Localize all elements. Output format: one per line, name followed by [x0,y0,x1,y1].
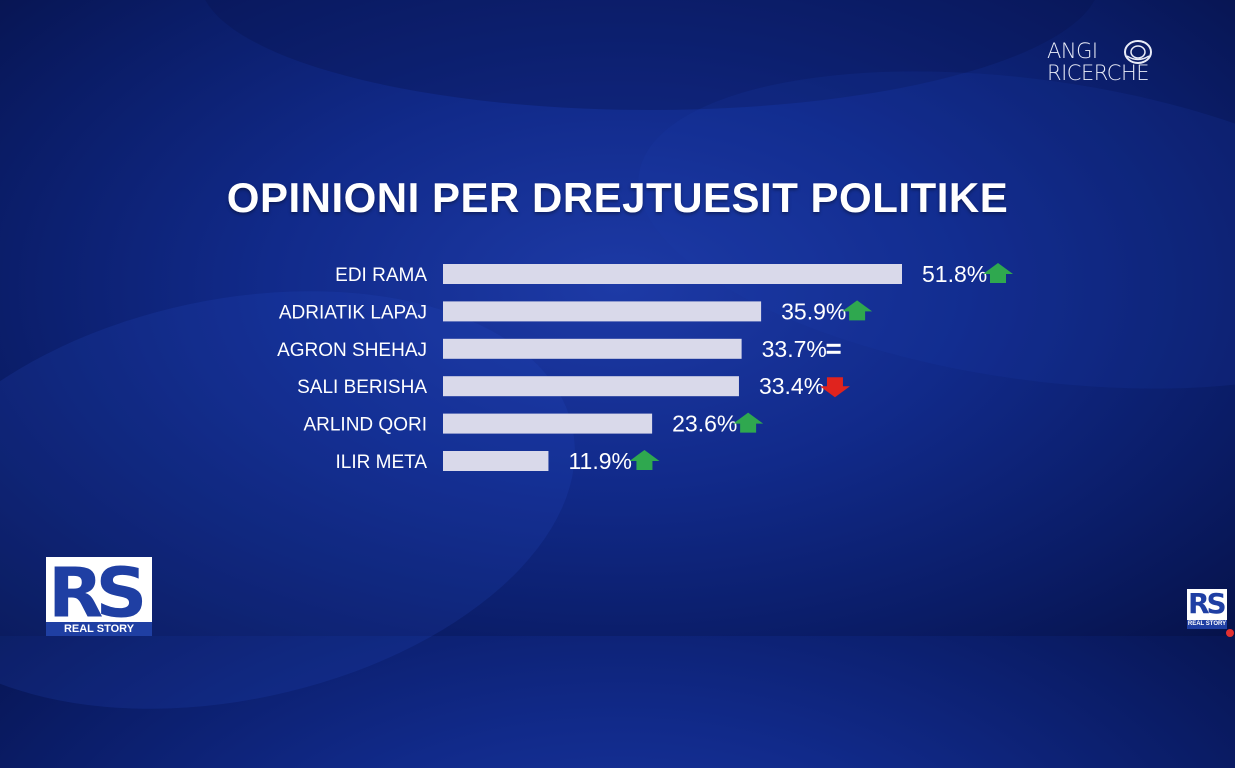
value-label: 33.4% [759,373,824,399]
category-label: ADRIATIK LAPAJ [279,302,427,323]
category-label: ILIR META [336,452,428,473]
bar [443,264,902,284]
small-logo-letters: RS [1188,587,1227,620]
small-logo-tag: REAL STORY [1187,620,1227,629]
real-story-logo: RS REAL STORY [46,557,152,636]
bar-chart: EDI RAMA 51.8% ADRIATIK LAPAJ 35.9% AGRON SH… [277,261,1013,474]
category-label: EDI RAMA [335,265,427,286]
bar [443,413,653,434]
record-indicator [1226,629,1234,637]
trend-up-icon [842,300,873,321]
value-label: 23.6% [672,411,737,437]
bar [443,301,762,322]
trend-down-icon [819,377,850,398]
logo-letters: RS [48,557,147,633]
bar [443,338,742,359]
category-label: SALI BERISHA [297,377,427,398]
value-label: 11.9% [568,448,632,474]
trend-up-icon [629,450,660,470]
globe-icon [1124,40,1153,64]
value-label: 35.9% [781,298,846,324]
trend-up-icon [733,412,764,433]
brand-line1: ANGI [1047,39,1098,63]
chart-title: OPINIONI PER DREJTUESIT POLITIKE [226,174,1009,221]
category-label: ARLIND QORI [303,415,427,436]
brand-line2: RICERCHE [1047,61,1149,85]
trend-equal-icon [826,343,841,354]
trend-up-icon [983,263,1013,283]
category-label: AGRON SHEHAJ [277,340,427,361]
bar [443,376,739,397]
value-label: 33.7% [762,336,827,362]
angi-ricerche-logo: ANGI RICERCHE [1047,39,1153,85]
logo-tag: REAL STORY [46,622,152,636]
value-label: 51.8% [922,261,987,287]
bar [443,451,549,471]
real-story-small-logo: RS REAL STORY [1187,587,1227,629]
